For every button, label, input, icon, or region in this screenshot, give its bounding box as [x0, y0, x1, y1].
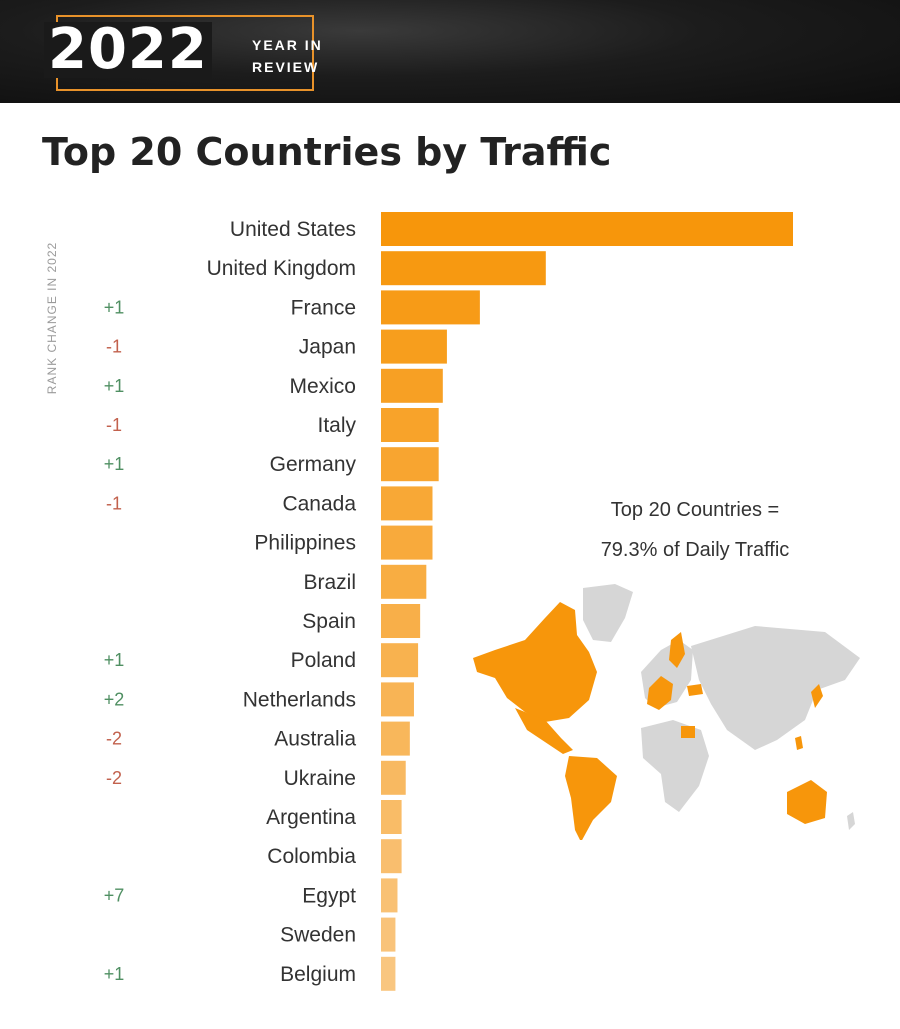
category-label: Philippines: [254, 532, 356, 555]
rank-change-label: +1: [104, 376, 125, 396]
category-label: Colombia: [267, 845, 356, 868]
bar-italy: [381, 408, 439, 442]
category-label: Argentina: [266, 806, 356, 829]
bar-united-states: [381, 212, 793, 246]
category-label: Netherlands: [243, 688, 356, 711]
category-label: United Kingdom: [207, 257, 356, 280]
category-label: Japan: [299, 336, 356, 359]
page-title: Top 20 Countries by Traffic: [42, 130, 612, 174]
bar-philippines: [381, 525, 433, 560]
bar-mexico: [381, 368, 443, 403]
rank-change-label: +1: [104, 650, 125, 670]
category-label: Belgium: [280, 963, 356, 986]
map-new-zealand: [847, 812, 855, 830]
bar-japan: [381, 329, 447, 364]
rank-change-label: +2: [104, 689, 125, 709]
bar-belgium: [381, 956, 396, 991]
map-japan: [811, 684, 823, 708]
bar-colombia: [381, 839, 402, 874]
map-mexico: [515, 708, 573, 754]
traffic-share-annotation: Top 20 Countries = 79.3% of Daily Traffi…: [545, 490, 845, 570]
map-australia: [787, 780, 827, 824]
category-label: Ukraine: [284, 767, 356, 790]
map-asia: [691, 626, 860, 750]
map-north-america: [473, 602, 597, 722]
bar-france: [381, 290, 480, 325]
bar-canada: [381, 486, 433, 521]
map-egypt: [681, 726, 695, 738]
rank-change-label: +1: [104, 297, 125, 317]
bar-argentina: [381, 800, 402, 834]
bar-egypt: [381, 878, 398, 913]
year-text: 2022: [44, 22, 212, 78]
bar-sweden: [381, 917, 396, 952]
header-banner: 2022 YEAR IN REVIEW: [0, 0, 900, 103]
rank-change-label: +1: [104, 964, 125, 984]
bar-australia: [381, 721, 410, 756]
bar-spain: [381, 604, 421, 638]
bar-brazil: [381, 564, 427, 599]
year-in-review-label: YEAR IN REVIEW: [252, 34, 323, 78]
rank-change-label: +1: [104, 454, 125, 474]
category-label: Spain: [302, 610, 356, 633]
category-label: France: [291, 296, 356, 319]
map-ukraine: [687, 684, 703, 696]
bar-united-kingdom: [381, 251, 546, 286]
rank-change-label: -1: [106, 493, 122, 513]
map-greenland: [583, 584, 633, 642]
category-label: Poland: [291, 649, 356, 672]
map-scandinavia: [669, 632, 685, 668]
category-label: Italy: [317, 414, 356, 437]
rank-change-label: +7: [104, 885, 125, 905]
rank-change-label: -1: [106, 337, 122, 357]
bar-ukraine: [381, 760, 406, 795]
bar-netherlands: [381, 682, 414, 717]
annotation-line-2: 79.3% of Daily Traffic: [600, 539, 790, 561]
review-line: REVIEW: [252, 59, 320, 75]
category-label: United States: [230, 218, 356, 241]
category-label: Egypt: [302, 884, 356, 907]
category-label: Australia: [274, 728, 356, 751]
world-map: [473, 584, 860, 840]
map-europe-highlight: [647, 676, 673, 710]
annotation-line-1: Top 20 Countries =: [610, 499, 780, 521]
rank-change-label: -2: [106, 768, 122, 788]
category-label: Mexico: [289, 375, 356, 398]
map-africa: [641, 720, 709, 812]
category-label: Brazil: [303, 571, 356, 594]
category-label: Sweden: [280, 924, 356, 947]
bar-poland: [381, 643, 419, 678]
year-in-line: YEAR IN: [252, 37, 323, 53]
category-label: Germany: [270, 453, 357, 476]
rank-change-label: -2: [106, 729, 122, 749]
bar-germany: [381, 447, 439, 482]
map-philippines: [795, 736, 803, 750]
rank-change-label: -1: [106, 415, 122, 435]
category-label: Canada: [282, 492, 356, 515]
map-south-america: [565, 756, 617, 840]
